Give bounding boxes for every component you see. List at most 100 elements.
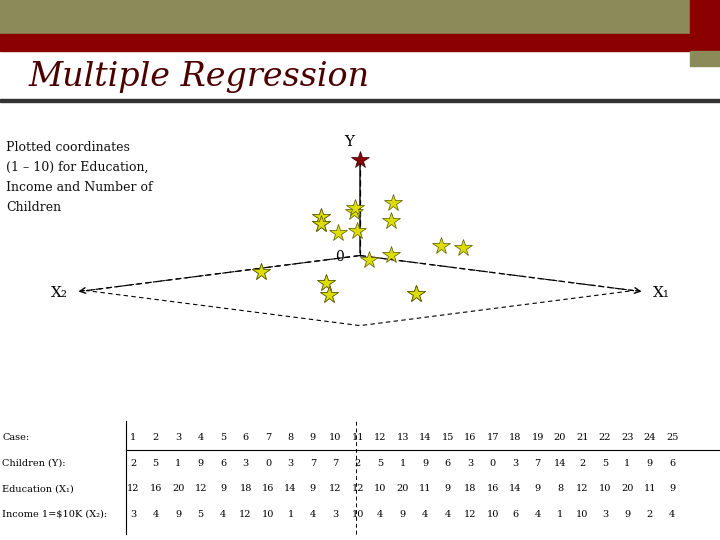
Text: 2: 2 — [153, 434, 159, 442]
Text: 2: 2 — [355, 459, 361, 468]
Text: 3: 3 — [130, 510, 136, 519]
Text: 1: 1 — [557, 510, 563, 519]
Text: 9: 9 — [670, 484, 675, 494]
Text: 14: 14 — [509, 484, 521, 494]
Text: 9: 9 — [220, 484, 226, 494]
Text: 4: 4 — [377, 510, 384, 519]
Text: 22: 22 — [599, 434, 611, 442]
Text: 23: 23 — [621, 434, 634, 442]
Text: 6: 6 — [670, 459, 675, 468]
Text: 5: 5 — [220, 434, 226, 442]
Text: 3: 3 — [467, 459, 473, 468]
Text: 10: 10 — [262, 510, 274, 519]
Text: 9: 9 — [647, 459, 653, 468]
Text: Income 1=$10K (X₂):: Income 1=$10K (X₂): — [2, 510, 107, 519]
Text: 14: 14 — [554, 459, 566, 468]
Text: 20: 20 — [621, 484, 634, 494]
Text: 16: 16 — [464, 434, 477, 442]
Text: 12: 12 — [374, 434, 387, 442]
Text: 1: 1 — [130, 434, 136, 442]
Text: 14: 14 — [284, 484, 297, 494]
Text: 1: 1 — [624, 459, 631, 468]
Text: 4: 4 — [220, 510, 226, 519]
Text: 12: 12 — [329, 484, 341, 494]
Text: 9: 9 — [310, 434, 316, 442]
Text: 2: 2 — [130, 459, 136, 468]
Text: 9: 9 — [624, 510, 631, 519]
Text: 3: 3 — [332, 510, 338, 519]
Text: 18: 18 — [239, 484, 252, 494]
Text: 18: 18 — [509, 434, 521, 442]
Text: 25: 25 — [666, 434, 678, 442]
Text: 12: 12 — [351, 484, 364, 494]
Text: 13: 13 — [397, 434, 409, 442]
Text: 24: 24 — [644, 434, 656, 442]
Text: 10: 10 — [374, 484, 387, 494]
Text: 10: 10 — [329, 434, 341, 442]
Text: 10: 10 — [599, 484, 611, 494]
Text: 16: 16 — [487, 484, 499, 494]
Text: 9: 9 — [175, 510, 181, 519]
Text: 3: 3 — [243, 459, 248, 468]
Text: 10: 10 — [487, 510, 499, 519]
Text: 10: 10 — [351, 510, 364, 519]
Text: 20: 20 — [172, 484, 184, 494]
Text: 7: 7 — [534, 459, 541, 468]
Text: 3: 3 — [287, 459, 294, 468]
Text: 9: 9 — [197, 459, 204, 468]
Text: 5: 5 — [602, 459, 608, 468]
Text: 4: 4 — [444, 510, 451, 519]
Text: 7: 7 — [332, 459, 338, 468]
Text: 20: 20 — [397, 484, 409, 494]
Text: 4: 4 — [669, 510, 675, 519]
Text: 1: 1 — [287, 510, 294, 519]
Text: 6: 6 — [445, 459, 451, 468]
Text: 12: 12 — [194, 484, 207, 494]
Text: 0: 0 — [336, 250, 344, 264]
Text: 2: 2 — [647, 510, 653, 519]
Text: 9: 9 — [445, 484, 451, 494]
Text: 2: 2 — [580, 459, 585, 468]
Text: Children (Y):: Children (Y): — [2, 459, 66, 468]
Text: Case:: Case: — [2, 434, 30, 442]
Text: 16: 16 — [262, 484, 274, 494]
Text: 7: 7 — [310, 459, 316, 468]
Text: 10: 10 — [576, 510, 589, 519]
Text: 9: 9 — [422, 459, 428, 468]
Text: 3: 3 — [602, 510, 608, 519]
Text: 4: 4 — [153, 510, 159, 519]
Text: Y: Y — [344, 135, 354, 149]
Text: 9: 9 — [400, 510, 406, 519]
Text: 1: 1 — [400, 459, 406, 468]
Text: X₁: X₁ — [652, 286, 670, 300]
Text: 4: 4 — [197, 434, 204, 442]
Text: Plotted coordinates
(1 – 10) for Education,
Income and Number of
Children: Plotted coordinates (1 – 10) for Educati… — [6, 141, 153, 214]
Text: 6: 6 — [220, 459, 226, 468]
Text: 11: 11 — [644, 484, 656, 494]
Text: 16: 16 — [150, 484, 162, 494]
Text: 17: 17 — [487, 434, 499, 442]
Text: 9: 9 — [310, 484, 316, 494]
Text: 15: 15 — [441, 434, 454, 442]
Text: 6: 6 — [512, 510, 518, 519]
Text: 11: 11 — [351, 434, 364, 442]
Text: 11: 11 — [419, 484, 431, 494]
Text: 0: 0 — [265, 459, 271, 468]
Text: 14: 14 — [419, 434, 431, 442]
Text: 3: 3 — [512, 459, 518, 468]
Text: X₂: X₂ — [50, 286, 68, 300]
Text: 18: 18 — [464, 484, 477, 494]
Text: 9: 9 — [534, 484, 541, 494]
Text: 4: 4 — [422, 510, 428, 519]
Text: Multiple Regression: Multiple Regression — [29, 60, 370, 92]
Text: 5: 5 — [197, 510, 204, 519]
Text: 20: 20 — [554, 434, 566, 442]
Text: 3: 3 — [175, 434, 181, 442]
Text: 21: 21 — [576, 434, 589, 442]
Text: 1: 1 — [175, 459, 181, 468]
Text: Education (X₁): Education (X₁) — [2, 484, 74, 494]
Text: 8: 8 — [557, 484, 563, 494]
Text: 4: 4 — [310, 510, 316, 519]
Text: 19: 19 — [531, 434, 544, 442]
Text: 12: 12 — [127, 484, 140, 494]
